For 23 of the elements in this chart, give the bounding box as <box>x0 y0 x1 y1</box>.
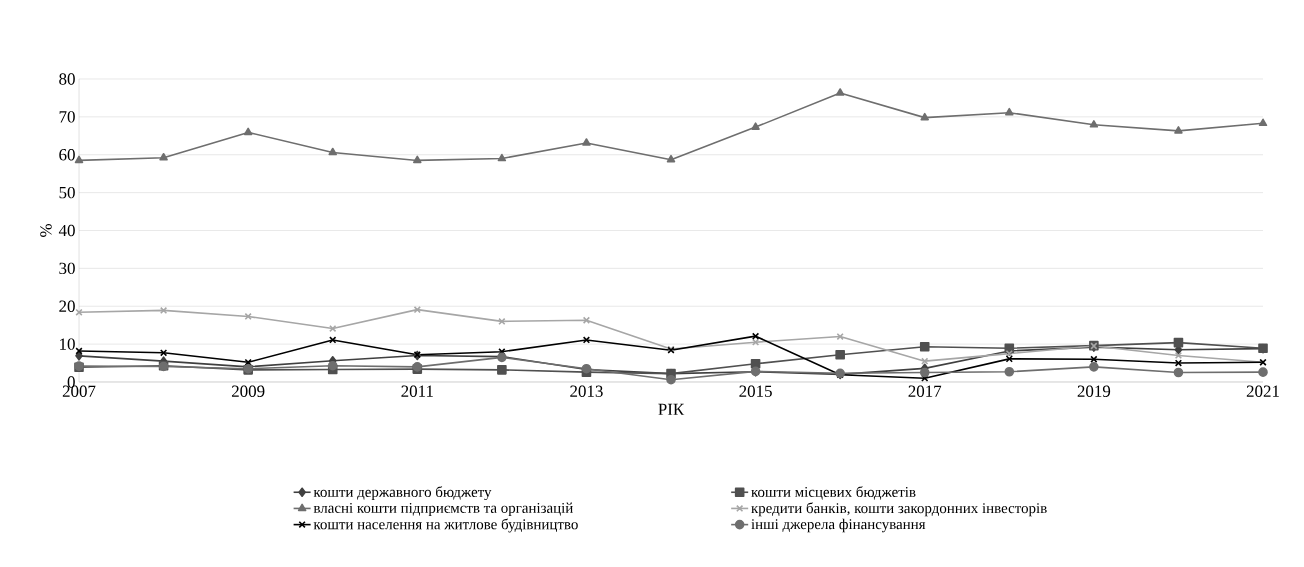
legend-label: інші джерела фінансування <box>751 518 926 533</box>
y-tick-label: 50 <box>59 186 75 199</box>
x-tick-label: 2017 <box>908 385 942 397</box>
x-tick-label: 2009 <box>231 385 265 397</box>
legend-label: кредити банків, кошти закордонних інвесторів <box>751 502 1047 517</box>
y-axis-title: % <box>40 224 52 237</box>
y-tick-label: 60 <box>59 149 75 161</box>
legend-label: кошти державного бюджету <box>313 486 492 501</box>
y-tick-label: 40 <box>58 224 75 237</box>
x-tick-label: 2011 <box>401 385 433 397</box>
legend-label: кошти населення на житлове будівництво <box>313 518 578 533</box>
x-tick-label: 2021 <box>1246 385 1279 397</box>
x-tick-label: 2015 <box>739 385 772 397</box>
y-tick-label: 80 <box>59 73 75 85</box>
y-tick-label: 30 <box>59 262 75 275</box>
x-tick-label: 2019 <box>1077 385 1111 397</box>
legend-label: власні кошти підприємств та організацій <box>313 502 573 516</box>
y-tick-label: 10 <box>60 338 75 350</box>
x-tick-label: 2013 <box>570 385 603 397</box>
y-tick-label: 20 <box>59 300 75 312</box>
legend-label: кошти місцевих бюджетів <box>751 486 916 500</box>
x-axis-title: РІК <box>658 403 685 415</box>
y-tick-label: 70 <box>59 111 75 123</box>
